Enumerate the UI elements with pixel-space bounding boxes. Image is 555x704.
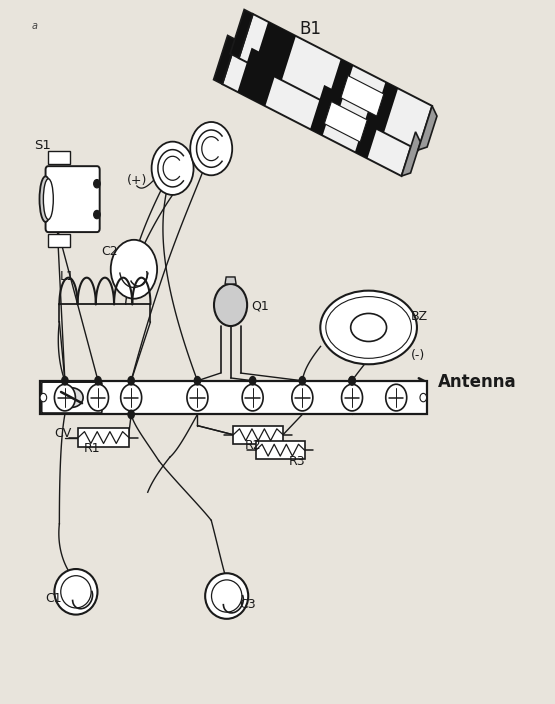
Polygon shape <box>310 85 337 136</box>
Circle shape <box>341 384 362 411</box>
Polygon shape <box>341 75 384 116</box>
Circle shape <box>88 384 109 411</box>
Ellipse shape <box>320 291 417 364</box>
Ellipse shape <box>211 580 242 612</box>
Polygon shape <box>238 48 266 99</box>
Circle shape <box>40 394 47 402</box>
Polygon shape <box>254 22 282 73</box>
Circle shape <box>420 394 427 402</box>
Circle shape <box>127 376 135 386</box>
Polygon shape <box>48 151 70 164</box>
Polygon shape <box>355 108 381 158</box>
Polygon shape <box>327 59 354 110</box>
Circle shape <box>54 384 75 411</box>
Polygon shape <box>225 277 236 284</box>
Circle shape <box>94 180 100 188</box>
Text: CV: CV <box>54 427 71 440</box>
Circle shape <box>348 376 356 386</box>
Ellipse shape <box>39 176 52 222</box>
Text: a: a <box>32 21 38 31</box>
Polygon shape <box>223 40 416 176</box>
Circle shape <box>194 376 201 386</box>
Text: S1: S1 <box>34 139 51 152</box>
Polygon shape <box>239 14 432 150</box>
Text: C2: C2 <box>101 244 118 258</box>
Text: (+): (+) <box>127 174 147 187</box>
Circle shape <box>292 384 313 411</box>
Circle shape <box>94 376 102 386</box>
Ellipse shape <box>205 573 248 619</box>
Ellipse shape <box>54 569 98 615</box>
Text: Q1: Q1 <box>251 300 269 313</box>
Text: L1: L1 <box>59 270 74 283</box>
FancyBboxPatch shape <box>46 166 100 232</box>
Polygon shape <box>214 35 236 84</box>
Polygon shape <box>371 82 398 132</box>
Text: B1: B1 <box>300 20 322 39</box>
Circle shape <box>187 384 208 411</box>
Polygon shape <box>251 55 279 106</box>
FancyBboxPatch shape <box>40 381 427 415</box>
Polygon shape <box>78 429 129 446</box>
Ellipse shape <box>326 296 411 358</box>
Ellipse shape <box>60 576 91 608</box>
Polygon shape <box>268 29 296 80</box>
Circle shape <box>386 384 407 411</box>
Circle shape <box>152 142 194 195</box>
Text: BZ: BZ <box>411 310 428 323</box>
FancyBboxPatch shape <box>42 382 102 413</box>
Circle shape <box>127 410 135 420</box>
Text: C3: C3 <box>239 598 255 611</box>
Circle shape <box>61 376 69 386</box>
Ellipse shape <box>351 313 387 341</box>
Text: C1: C1 <box>46 592 62 605</box>
Text: (-): (-) <box>411 349 426 362</box>
Text: R2: R2 <box>244 439 261 453</box>
Circle shape <box>111 240 157 298</box>
Circle shape <box>120 384 142 411</box>
Circle shape <box>249 376 256 386</box>
Polygon shape <box>233 426 283 444</box>
Circle shape <box>190 122 232 175</box>
Ellipse shape <box>60 388 83 408</box>
Circle shape <box>299 376 306 386</box>
Circle shape <box>242 384 263 411</box>
Polygon shape <box>401 132 420 176</box>
Text: Antenna: Antenna <box>438 373 516 391</box>
Circle shape <box>214 284 247 326</box>
Text: R3: R3 <box>289 455 305 468</box>
Polygon shape <box>256 441 305 459</box>
Polygon shape <box>324 101 367 142</box>
Circle shape <box>94 210 100 219</box>
Ellipse shape <box>43 179 53 220</box>
Polygon shape <box>418 106 437 150</box>
Polygon shape <box>48 234 70 247</box>
Polygon shape <box>230 9 253 58</box>
Text: R1: R1 <box>84 442 101 455</box>
Circle shape <box>348 376 356 386</box>
